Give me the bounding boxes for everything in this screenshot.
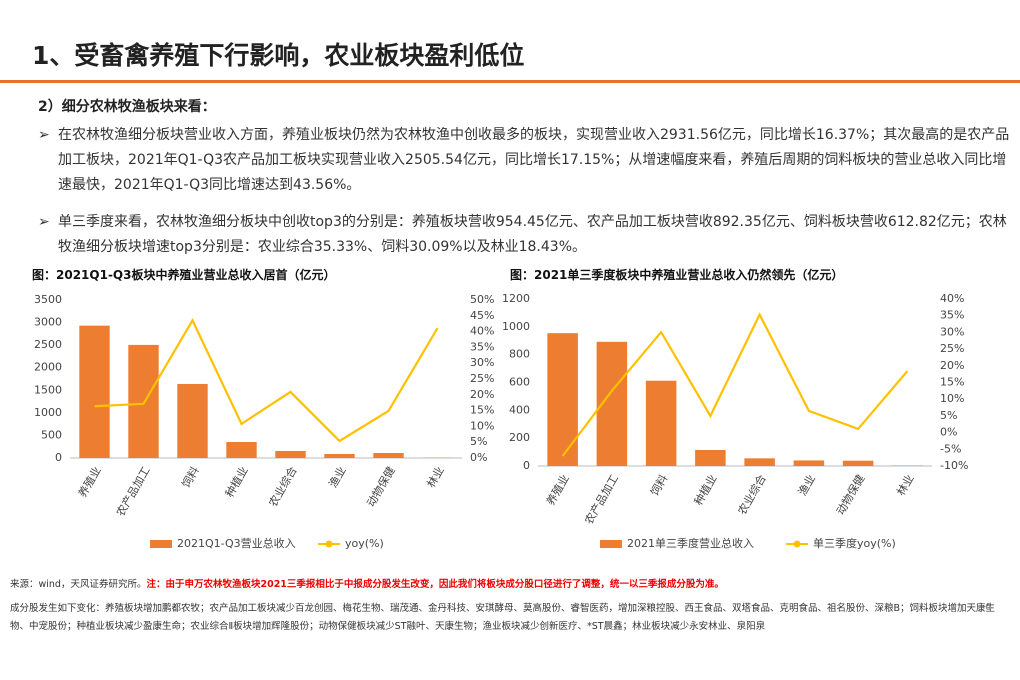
y-tick-label: 1000 bbox=[34, 406, 62, 419]
bar bbox=[793, 460, 825, 466]
x-tick-label: 林业 bbox=[424, 464, 447, 490]
y2-tick-label: 25% bbox=[940, 342, 964, 355]
y2-tick-label: 15% bbox=[940, 376, 964, 389]
y-tick-label: 2500 bbox=[34, 338, 62, 351]
bullet: ➢ 单三季度来看，农林牧渔细分板块中创收top3的分别是：养殖板块营收954.45… bbox=[38, 214, 1007, 255]
bullet-text: 单三季度来看，农林牧渔细分板块中创收top3的分别是：养殖板块营收954.45亿… bbox=[58, 214, 1007, 255]
x-tick-label: 养殖业 bbox=[75, 464, 104, 500]
x-tick-label: 养殖业 bbox=[543, 472, 572, 508]
x-tick-label: 林业 bbox=[893, 472, 916, 498]
y2-tick-label: 10% bbox=[940, 392, 964, 405]
y2-tick-label: 50% bbox=[470, 293, 494, 306]
bar bbox=[645, 380, 677, 466]
bar bbox=[275, 451, 306, 458]
y-tick-label: 1000 bbox=[502, 320, 530, 333]
x-tick-label: 饲料 bbox=[647, 472, 670, 498]
chart-title: 图：2021Q1-Q3板块中养殖业营业总收入居首（亿元） bbox=[32, 268, 336, 282]
bar bbox=[695, 449, 726, 466]
y2-tick-label: 30% bbox=[470, 356, 494, 369]
bar bbox=[547, 333, 578, 466]
y-tick-label: 1200 bbox=[502, 292, 530, 305]
y-tick-label: 1500 bbox=[34, 383, 62, 396]
x-tick-label: 种植业 bbox=[691, 472, 720, 508]
y-tick-label: 200 bbox=[509, 431, 530, 444]
y-tick-label: 500 bbox=[41, 428, 62, 441]
x-tick-label: 渔业 bbox=[326, 465, 348, 491]
y2-tick-label: 5% bbox=[470, 435, 487, 448]
y2-tick-label: -5% bbox=[940, 442, 961, 455]
x-tick-label: 种植业 bbox=[222, 464, 251, 500]
y-tick-label: 800 bbox=[509, 348, 530, 361]
x-tick-label: 农业综合 bbox=[266, 464, 300, 509]
y2-tick-label: 40% bbox=[470, 325, 494, 338]
bar bbox=[373, 453, 404, 458]
source-note: 注：由于申万农林牧渔板块2021三季报相比于中报成分股发生改变，因此我们将板块成… bbox=[146, 579, 724, 590]
line bbox=[94, 317, 439, 443]
legend-swatch bbox=[150, 540, 172, 548]
y2-tick-label: 45% bbox=[470, 309, 494, 322]
y2-tick-label: 15% bbox=[470, 404, 494, 417]
y-tick-label: 400 bbox=[509, 403, 530, 416]
page-number: 6 bbox=[985, 602, 992, 613]
y2-tick-label: 35% bbox=[940, 309, 964, 322]
y2-tick-label: -10% bbox=[940, 459, 968, 472]
y-tick-label: 0 bbox=[55, 451, 62, 464]
bar bbox=[128, 344, 159, 458]
chart-title: 图：2021单三季度板块中养殖业营业总收入仍然领先（亿元） bbox=[510, 268, 844, 282]
y-tick-label: 600 bbox=[509, 376, 530, 389]
bar bbox=[324, 453, 355, 458]
y2-tick-label: 30% bbox=[940, 325, 964, 338]
changes-note: 成分股发生如下变化：养殖板块增加鹏都农牧；农产品加工板块减少百龙创园、梅花生物、… bbox=[10, 603, 996, 632]
bar bbox=[842, 460, 874, 466]
legend-swatch bbox=[793, 540, 801, 548]
y2-tick-label: 20% bbox=[470, 388, 494, 401]
x-tick-label: 动物保健 bbox=[364, 464, 398, 509]
legend-swatch bbox=[325, 540, 333, 548]
bar bbox=[177, 383, 208, 458]
legend-label: 2021单三季度营业总收入 bbox=[627, 536, 754, 550]
source: 来源：wind，天风证券研究所。注：由于申万农林牧渔板块2021三季报相比于中报… bbox=[10, 576, 724, 590]
y2-tick-label: 0% bbox=[470, 451, 487, 464]
y-tick-label: 3000 bbox=[34, 316, 62, 329]
x-tick-label: 农业综合 bbox=[735, 472, 769, 517]
legend-label: 2021Q1-Q3营业总收入 bbox=[177, 536, 296, 550]
y2-tick-label: 0% bbox=[940, 426, 957, 439]
legend-label: yoy(%) bbox=[345, 537, 384, 550]
y-tick-label: 0 bbox=[523, 459, 530, 472]
x-tick-label: 渔业 bbox=[796, 473, 818, 499]
charts: 05001000150020002500300035000%5%10%15%20… bbox=[34, 292, 968, 550]
y2-tick-label: 35% bbox=[470, 340, 494, 353]
y2-tick-label: 20% bbox=[940, 359, 964, 372]
line bbox=[561, 312, 909, 457]
page-title: 1、受畜禽养殖下行影响，农业板块盈利低位 bbox=[32, 41, 525, 70]
x-tick-label: 饲料 bbox=[179, 464, 202, 490]
y-tick-label: 3500 bbox=[34, 293, 62, 306]
title-rule bbox=[0, 80, 1020, 83]
x-tick-label: 农产品加工 bbox=[581, 472, 621, 527]
legend-swatch bbox=[600, 540, 622, 548]
legend-label: 单三季度yoy(%) bbox=[813, 536, 896, 550]
x-tick-label: 动物保健 bbox=[833, 472, 867, 517]
section-heading: 2）细分农林牧渔板块来看： bbox=[38, 99, 216, 115]
y2-tick-label: 5% bbox=[940, 409, 957, 422]
y-tick-label: 2000 bbox=[34, 361, 62, 374]
bar bbox=[226, 442, 257, 458]
bar bbox=[79, 325, 110, 458]
x-tick-label: 农产品加工 bbox=[113, 464, 153, 519]
bar bbox=[744, 458, 775, 466]
y2-tick-label: 10% bbox=[470, 419, 494, 432]
bullet-text: 在农林牧渔细分板块营业收入方面，养殖业板块仍然为农林牧渔中创收最多的板块，实现营… bbox=[58, 127, 1010, 193]
bullet: ➢ 在农林牧渔细分板块营业收入方面，养殖业板块仍然为农林牧渔中创收最多的板块，实现… bbox=[38, 127, 1010, 193]
source-text: 来源：wind，天风证券研究所。 bbox=[10, 579, 147, 590]
y2-tick-label: 25% bbox=[470, 372, 494, 385]
y2-tick-label: 40% bbox=[940, 292, 964, 305]
